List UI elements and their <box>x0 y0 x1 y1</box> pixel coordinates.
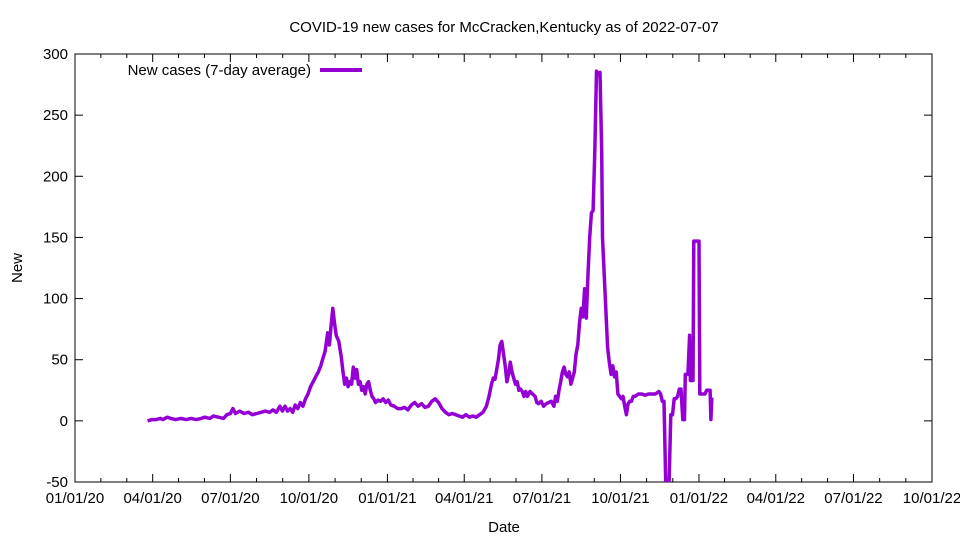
x-tick-label: 10/01/21 <box>591 490 649 507</box>
plot-frame <box>74 53 933 483</box>
y-axis: -50 0 50 100 150 200 250 300 <box>43 46 932 491</box>
y-tick-label: 200 <box>43 168 68 185</box>
x-tick-label: 07/01/20 <box>201 490 259 507</box>
x-tick-label: 10/01/22 <box>903 490 960 507</box>
y-tick-label: 0 <box>60 413 68 430</box>
y-axis-label: New <box>9 253 26 283</box>
x-axis: 01/01/20 04/01/20 07/01/20 10/01/20 01/01/21… <box>46 54 960 507</box>
x-tick-label: 10/01/20 <box>280 490 338 507</box>
series-line-0 <box>147 69 714 482</box>
x-tick-label: 07/01/21 <box>513 490 571 507</box>
x-tick-label: 04/01/22 <box>747 490 805 507</box>
y-tick-label: 100 <box>43 291 68 308</box>
series-layer <box>147 69 714 482</box>
x-tick-label: 01/01/20 <box>46 490 104 507</box>
x-axis-label: Date <box>488 519 520 536</box>
x-tick-label: 04/01/21 <box>435 490 493 507</box>
y-tick-label: 250 <box>43 107 68 124</box>
y-tick-label: 50 <box>51 352 68 369</box>
x-tick-label: 07/01/22 <box>824 490 882 507</box>
x-tick-label: 01/01/22 <box>670 490 728 507</box>
x-tick-label: 04/01/20 <box>123 490 181 507</box>
y-tick-label: -50 <box>46 474 68 491</box>
y-tick-label: 300 <box>43 46 68 63</box>
legend-label: New cases (7-day average) <box>128 62 311 79</box>
chart-title: COVID-19 new cases for McCracken,Kentuck… <box>289 19 718 36</box>
y-tick-label: 150 <box>43 229 68 246</box>
x-tick-label: 01/01/21 <box>358 490 416 507</box>
legend: New cases (7-day average) <box>128 62 362 79</box>
